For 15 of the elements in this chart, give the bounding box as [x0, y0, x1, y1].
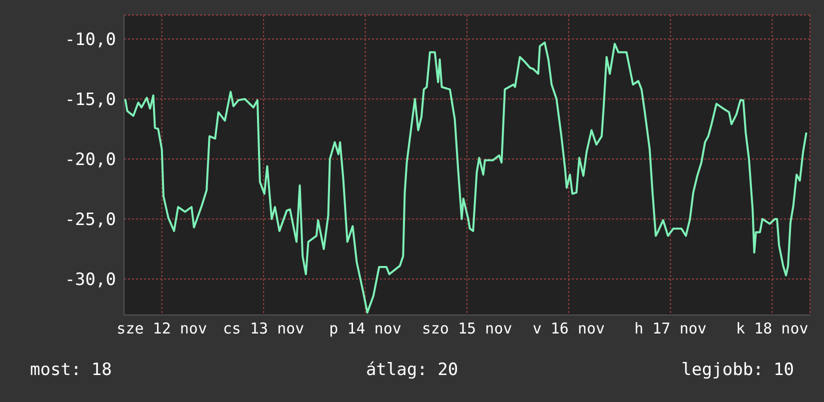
text: átlag: 20 [366, 360, 458, 380]
text: most: 18 [30, 360, 112, 380]
y-tick-label: -15,0 [64, 90, 116, 110]
x-tick-label: h 17 nov [634, 320, 707, 338]
y-tick-label: -30,0 [64, 270, 116, 290]
x-tick-label: szo 15 nov [422, 320, 512, 338]
x-tick-label: sze 12 nov [116, 320, 207, 338]
x-tick-label: k 18 nov [736, 320, 808, 338]
y-tick-label: -25,0 [64, 210, 116, 230]
y-tick-label: -20,0 [64, 150, 116, 170]
x-tick-label: p 14 nov [329, 320, 402, 338]
x-tick-label: v 16 nov [532, 320, 605, 338]
text: legjobb: 10 [681, 360, 794, 380]
y-tick-label: -10,0 [64, 30, 116, 50]
x-tick-label: cs 13 nov [222, 320, 304, 338]
